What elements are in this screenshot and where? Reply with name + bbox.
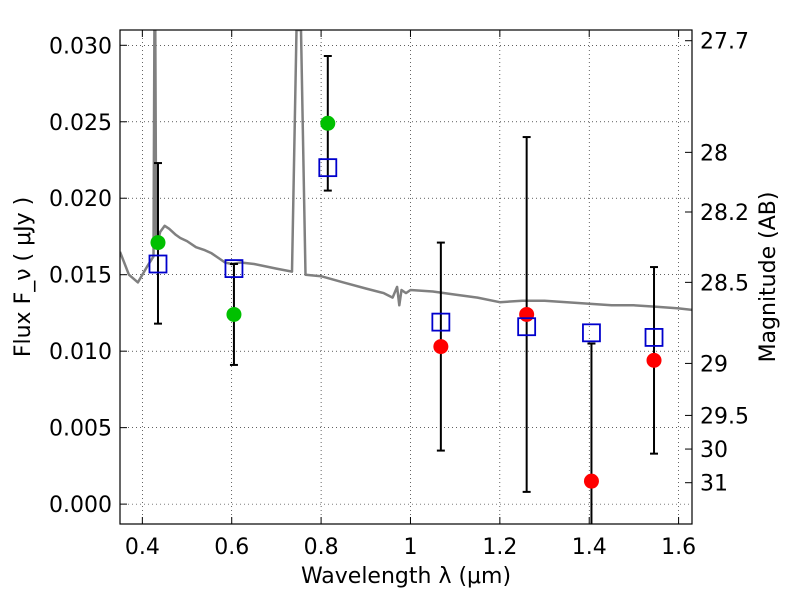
- y-tick-label: 0.025: [49, 111, 112, 136]
- model-photometry-square: [644, 328, 664, 347]
- right-y-tick-label: 31: [700, 472, 728, 497]
- green-data-point: [320, 115, 336, 131]
- red-data-point: [433, 339, 449, 355]
- model-photometry-square: [318, 158, 338, 178]
- model-spectrum-line: [120, 30, 692, 312]
- red-data-point: [519, 306, 535, 322]
- right-y-tick-label: 28.2: [700, 201, 749, 226]
- x-axis-label: Wavelength λ (μm): [301, 564, 511, 589]
- right-y-tick-label: 29: [700, 352, 728, 377]
- right-y-tick-label: 29.5: [700, 404, 749, 429]
- y-tick-label: 0.000: [49, 493, 112, 518]
- red-data-point: [646, 352, 662, 368]
- right-y-tick-label: 28.5: [700, 271, 749, 296]
- model-photometry-square: [582, 323, 601, 343]
- x-tick-label: 1.2: [482, 535, 517, 560]
- x-tick-label: 1.4: [572, 535, 607, 560]
- series-layer: [120, 30, 692, 524]
- y-tick-label: 0.005: [49, 417, 112, 442]
- right-y-tick-label: 28: [700, 141, 728, 166]
- model-photometry-square: [431, 312, 451, 332]
- y-tick-label: 0.020: [49, 187, 112, 212]
- green-data-point: [150, 235, 166, 251]
- green-data-point: [226, 306, 242, 322]
- red-data-point: [583, 473, 599, 489]
- x-tick-label: 1: [403, 535, 417, 560]
- right-y-tick-label: 30: [700, 438, 728, 463]
- grid: [120, 30, 692, 524]
- model-photometry-square: [517, 317, 537, 337]
- x-tick-label: 1.6: [661, 535, 696, 560]
- model-photometry-square: [148, 254, 168, 274]
- y-tick-label: 0.015: [49, 264, 112, 289]
- model-photometry-square: [224, 259, 244, 278]
- x-tick-label: 0.8: [304, 535, 339, 560]
- plot-area: [120, 30, 692, 524]
- y-tick-label: 0.030: [49, 34, 112, 59]
- x-tick-label: 0.4: [125, 535, 160, 560]
- right-y-axis-label: Magnitude (AB): [756, 192, 781, 363]
- plot-frame: [119, 29, 693, 525]
- y-axis-label: Flux F_ν ( μJy ): [11, 197, 36, 357]
- ticks: 0.4 0.6 0.8 1 1.2 1.4 1.6 0.000 0.005 0.010 0.015 0…: [49, 30, 749, 560]
- x-tick-label: 0.6: [214, 535, 249, 560]
- right-y-tick-label: 27.7: [700, 30, 749, 55]
- y-tick-label: 0.010: [49, 340, 112, 365]
